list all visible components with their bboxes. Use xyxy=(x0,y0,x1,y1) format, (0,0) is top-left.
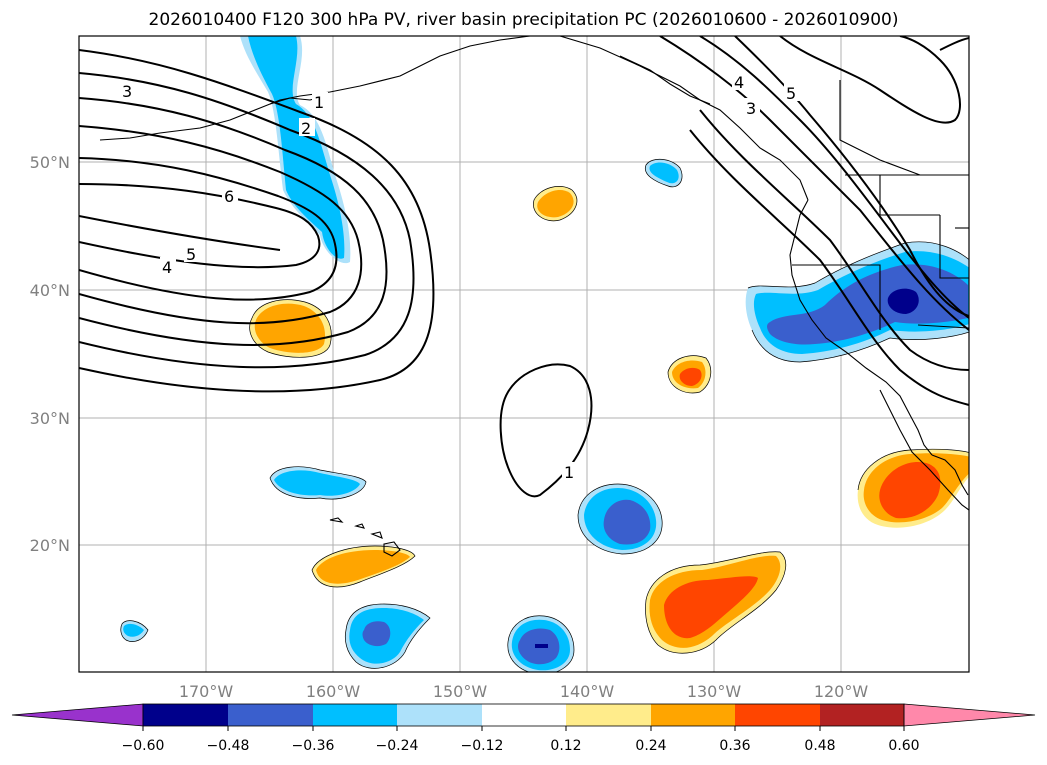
colorbar-tick-label: 0.24 xyxy=(635,738,666,754)
precip-outlines xyxy=(120,159,969,672)
pv-label: 6 xyxy=(224,187,234,206)
lat-label: 30°N xyxy=(30,409,70,428)
colorbar-segment xyxy=(566,704,651,726)
colorbar-tick-label: −0.12 xyxy=(461,738,504,754)
colorbar-tick-label: 0.36 xyxy=(719,738,750,754)
lat-axis-labels: 50°N 40°N 30°N 20°N xyxy=(30,153,70,555)
colorbar-segment xyxy=(228,704,313,726)
colorbar: −0.60 −0.48 −0.36 −0.24 −0.12 0.12 0.24 … xyxy=(11,703,1036,754)
map-content: 3 1 2 6 5 4 4 3 5 1 xyxy=(79,36,969,672)
map-frame xyxy=(78,35,970,673)
lon-label: 140°W xyxy=(560,682,615,701)
pv-label: 4 xyxy=(162,258,172,277)
colorbar-tick-label: 0.60 xyxy=(888,738,919,754)
pv-label: 2 xyxy=(301,119,311,138)
colorbar-segment xyxy=(482,704,566,726)
pv-label: 3 xyxy=(122,82,132,101)
pv-label: 5 xyxy=(786,84,796,103)
colorbar-segment xyxy=(735,704,820,726)
pv-label: 1 xyxy=(314,93,324,112)
colorbar-right-extension xyxy=(903,703,1036,727)
colorbar-segment xyxy=(143,704,228,726)
pv-label: 5 xyxy=(186,245,196,264)
precip-shading xyxy=(120,36,969,672)
colorbar-segment xyxy=(820,704,904,726)
colorbar-segment xyxy=(397,704,482,726)
lon-axis-labels: 170°W 160°W 150°W 140°W 130°W 120°W xyxy=(179,682,869,701)
lon-label: 160°W xyxy=(306,682,361,701)
lat-label: 40°N xyxy=(30,281,70,300)
lon-label: 150°W xyxy=(433,682,488,701)
pv-contour-labels: 3 1 2 6 5 4 4 3 5 1 xyxy=(120,72,800,482)
lat-label: 20°N xyxy=(30,536,70,555)
colorbar-tick-label: 0.12 xyxy=(550,738,581,754)
colorbar-tick-label: −0.48 xyxy=(207,738,250,754)
lon-label: 130°W xyxy=(687,682,742,701)
colorbar-segment xyxy=(651,704,735,726)
lat-label: 50°N xyxy=(30,153,70,172)
colorbar-tick-label: 0.48 xyxy=(804,738,835,754)
colorbar-tick-label: −0.24 xyxy=(376,738,419,754)
colorbar-tick-label: −0.36 xyxy=(292,738,335,754)
colorbar-segment xyxy=(313,704,397,726)
lon-label: 170°W xyxy=(179,682,234,701)
pv-contours xyxy=(79,36,969,498)
pv-label: 4 xyxy=(734,73,744,92)
colorbar-tick-label: −0.60 xyxy=(122,738,165,754)
lon-label: 120°W xyxy=(814,682,869,701)
map-title: 2026010400 F120 300 hPa PV, river basin … xyxy=(148,10,899,30)
colorbar-left-extension xyxy=(11,703,144,727)
pv-label: 1 xyxy=(564,463,574,482)
pv-label: 3 xyxy=(746,99,756,118)
